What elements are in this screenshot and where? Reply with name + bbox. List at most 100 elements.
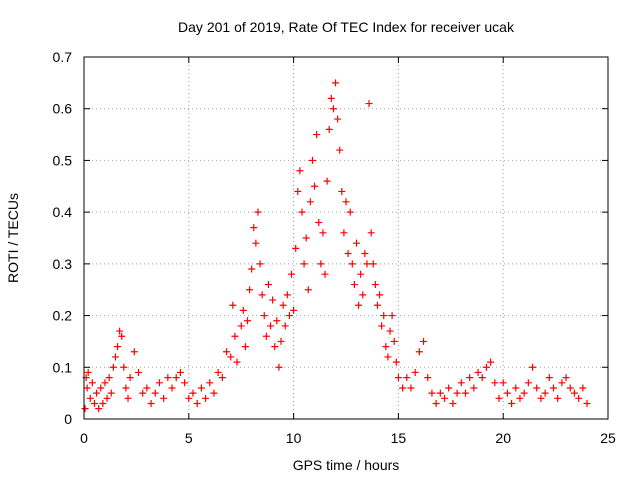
data-point	[90, 399, 98, 407]
data-point	[105, 374, 113, 382]
data-point	[275, 363, 283, 371]
y-axis-label: ROTI / TECUs	[5, 193, 21, 283]
data-point	[470, 384, 478, 392]
data-point	[338, 187, 346, 195]
x-tick-label: 5	[185, 430, 193, 446]
data-point	[81, 405, 89, 413]
data-point	[288, 270, 296, 278]
data-point	[181, 379, 189, 387]
y-tick-label: 0.3	[53, 256, 73, 272]
data-point	[256, 260, 264, 268]
data-point	[529, 363, 537, 371]
data-point	[579, 384, 587, 392]
data-point	[541, 389, 549, 397]
data-point	[88, 379, 96, 387]
data-point	[130, 348, 138, 356]
data-point	[241, 343, 249, 351]
data-point	[466, 374, 474, 382]
data-point	[147, 399, 155, 407]
y-tick-label: 0.5	[53, 152, 73, 168]
data-point	[394, 374, 402, 382]
data-point	[403, 374, 411, 382]
data-point	[243, 317, 251, 325]
data-point	[336, 146, 344, 154]
data-point	[84, 368, 92, 376]
data-point	[304, 286, 312, 294]
data-point	[155, 379, 163, 387]
x-tick-label: 10	[286, 430, 302, 446]
data-point	[118, 332, 126, 340]
data-point	[172, 374, 180, 382]
data-point	[344, 250, 352, 258]
data-point	[390, 337, 398, 345]
data-point	[453, 389, 461, 397]
x-axis-label: GPS time / hours	[293, 457, 400, 473]
data-point	[197, 384, 205, 392]
data-point	[516, 394, 524, 402]
data-point	[227, 353, 235, 361]
data-point	[296, 167, 304, 175]
data-point	[168, 384, 176, 392]
data-point	[359, 291, 367, 299]
data-point	[107, 389, 115, 397]
data-point	[424, 374, 432, 382]
data-point	[283, 291, 291, 299]
data-point	[420, 337, 428, 345]
data-point	[449, 399, 457, 407]
data-point	[250, 224, 258, 232]
data-point	[206, 379, 214, 387]
data-point	[348, 260, 356, 268]
data-point	[111, 353, 119, 361]
data-point	[520, 389, 528, 397]
data-point	[365, 100, 373, 108]
data-point	[260, 312, 268, 320]
data-point	[210, 389, 218, 397]
y-tick-label: 0.2	[53, 308, 73, 324]
data-point	[300, 260, 308, 268]
data-point	[352, 239, 360, 247]
data-point	[285, 312, 293, 320]
data-point	[101, 379, 109, 387]
data-point	[380, 312, 388, 320]
data-point	[95, 405, 103, 413]
data-point	[151, 389, 159, 397]
data-point	[367, 229, 375, 237]
data-point	[271, 343, 279, 351]
data-point	[376, 291, 384, 299]
x-tick-label: 25	[600, 430, 616, 446]
data-point	[384, 353, 392, 361]
data-point	[269, 296, 277, 304]
data-point	[114, 343, 122, 351]
data-point	[558, 379, 566, 387]
data-point	[321, 270, 329, 278]
data-point	[491, 379, 499, 387]
data-point	[248, 265, 256, 273]
data-point	[264, 281, 272, 289]
data-point	[189, 389, 197, 397]
data-point	[570, 389, 578, 397]
data-point	[329, 105, 337, 113]
data-point	[355, 301, 363, 309]
data-point	[290, 306, 298, 314]
data-point	[109, 363, 117, 371]
data-point	[327, 94, 335, 102]
data-point	[313, 131, 321, 139]
data-point	[332, 79, 340, 87]
data-point	[281, 322, 289, 330]
y-tick-label: 0.6	[53, 101, 73, 117]
data-points	[81, 79, 591, 413]
data-point	[474, 368, 482, 376]
x-tick-labels: 0 5 10 15 20 25	[80, 430, 616, 446]
data-point	[562, 374, 570, 382]
data-point	[373, 301, 381, 309]
data-point	[126, 374, 134, 382]
data-point	[503, 389, 511, 397]
data-point	[386, 327, 394, 335]
data-point	[294, 187, 302, 195]
data-point	[436, 389, 444, 397]
data-point	[441, 394, 449, 402]
y-tick-label: 0.4	[53, 204, 73, 220]
data-point	[86, 394, 94, 402]
